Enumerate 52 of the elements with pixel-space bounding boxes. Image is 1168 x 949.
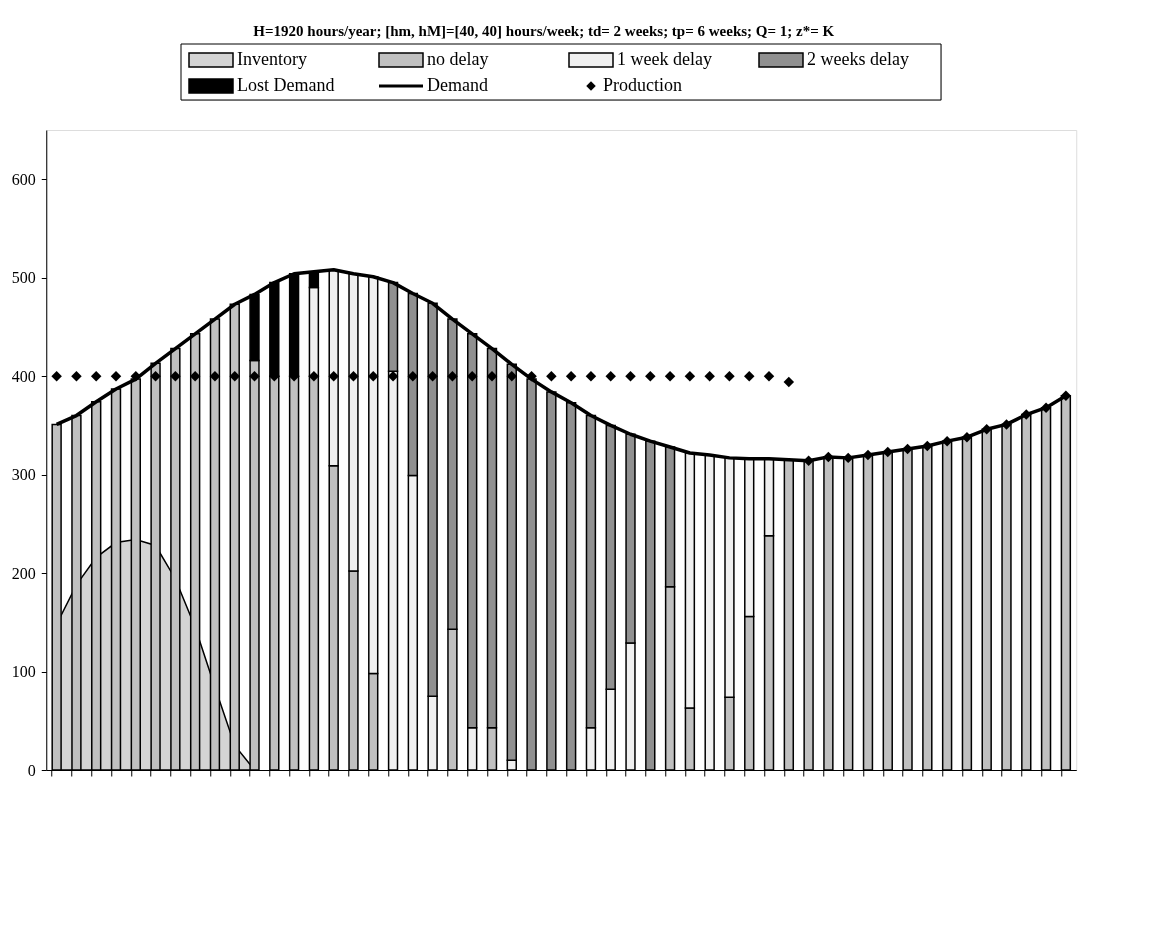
point bbox=[902, 443, 913, 455]
point bbox=[1060, 390, 1072, 402]
y-tick-label: 200 bbox=[11, 564, 36, 582]
point bbox=[486, 370, 498, 382]
point bbox=[585, 370, 597, 382]
point bbox=[249, 370, 260, 382]
point bbox=[150, 370, 161, 382]
y-tick-label: 100 bbox=[11, 663, 36, 681]
point bbox=[348, 370, 359, 382]
point bbox=[763, 370, 775, 382]
y-tick-label: 0 bbox=[27, 761, 36, 779]
point bbox=[961, 431, 973, 443]
point bbox=[368, 370, 379, 382]
point bbox=[922, 440, 933, 452]
point bbox=[427, 370, 438, 382]
point bbox=[328, 370, 339, 382]
point bbox=[447, 370, 458, 382]
point bbox=[605, 370, 616, 382]
point bbox=[1021, 409, 1032, 420]
chart-title: H=1920 hours/year; [hm, hM]=[40, 40] hours/week; td= 2 weeks; tp= 6 weeks; Q= 1; z*= K bbox=[253, 23, 835, 39]
legend-label: Lost Demand bbox=[237, 75, 335, 95]
point bbox=[110, 370, 122, 382]
point bbox=[704, 370, 715, 382]
y-tick-label: 400 bbox=[11, 367, 36, 385]
point bbox=[724, 370, 735, 382]
point bbox=[981, 424, 992, 435]
point bbox=[565, 370, 577, 382]
point bbox=[744, 370, 755, 382]
point bbox=[625, 370, 636, 382]
legend-label: Inventory bbox=[237, 49, 307, 69]
point bbox=[783, 376, 795, 388]
y-tick-label: 600 bbox=[11, 170, 36, 188]
point bbox=[1001, 419, 1012, 430]
legend-label: Production bbox=[603, 75, 682, 95]
point bbox=[684, 370, 696, 382]
point bbox=[645, 370, 656, 382]
point bbox=[51, 370, 62, 382]
point bbox=[1040, 402, 1052, 413]
y-tick-label: 300 bbox=[11, 466, 36, 484]
point bbox=[71, 370, 82, 382]
y-tick-label: 500 bbox=[11, 269, 36, 287]
point bbox=[823, 451, 834, 463]
legend-label: 1 week delay bbox=[617, 49, 712, 69]
legend-label: no delay bbox=[427, 49, 489, 69]
legend-label: Demand bbox=[427, 75, 488, 95]
point bbox=[209, 370, 221, 382]
point bbox=[546, 370, 557, 382]
point bbox=[170, 370, 181, 382]
point bbox=[90, 370, 102, 382]
legend-label: 2 weeks delay bbox=[807, 49, 909, 69]
point bbox=[229, 370, 240, 382]
point bbox=[664, 370, 676, 382]
